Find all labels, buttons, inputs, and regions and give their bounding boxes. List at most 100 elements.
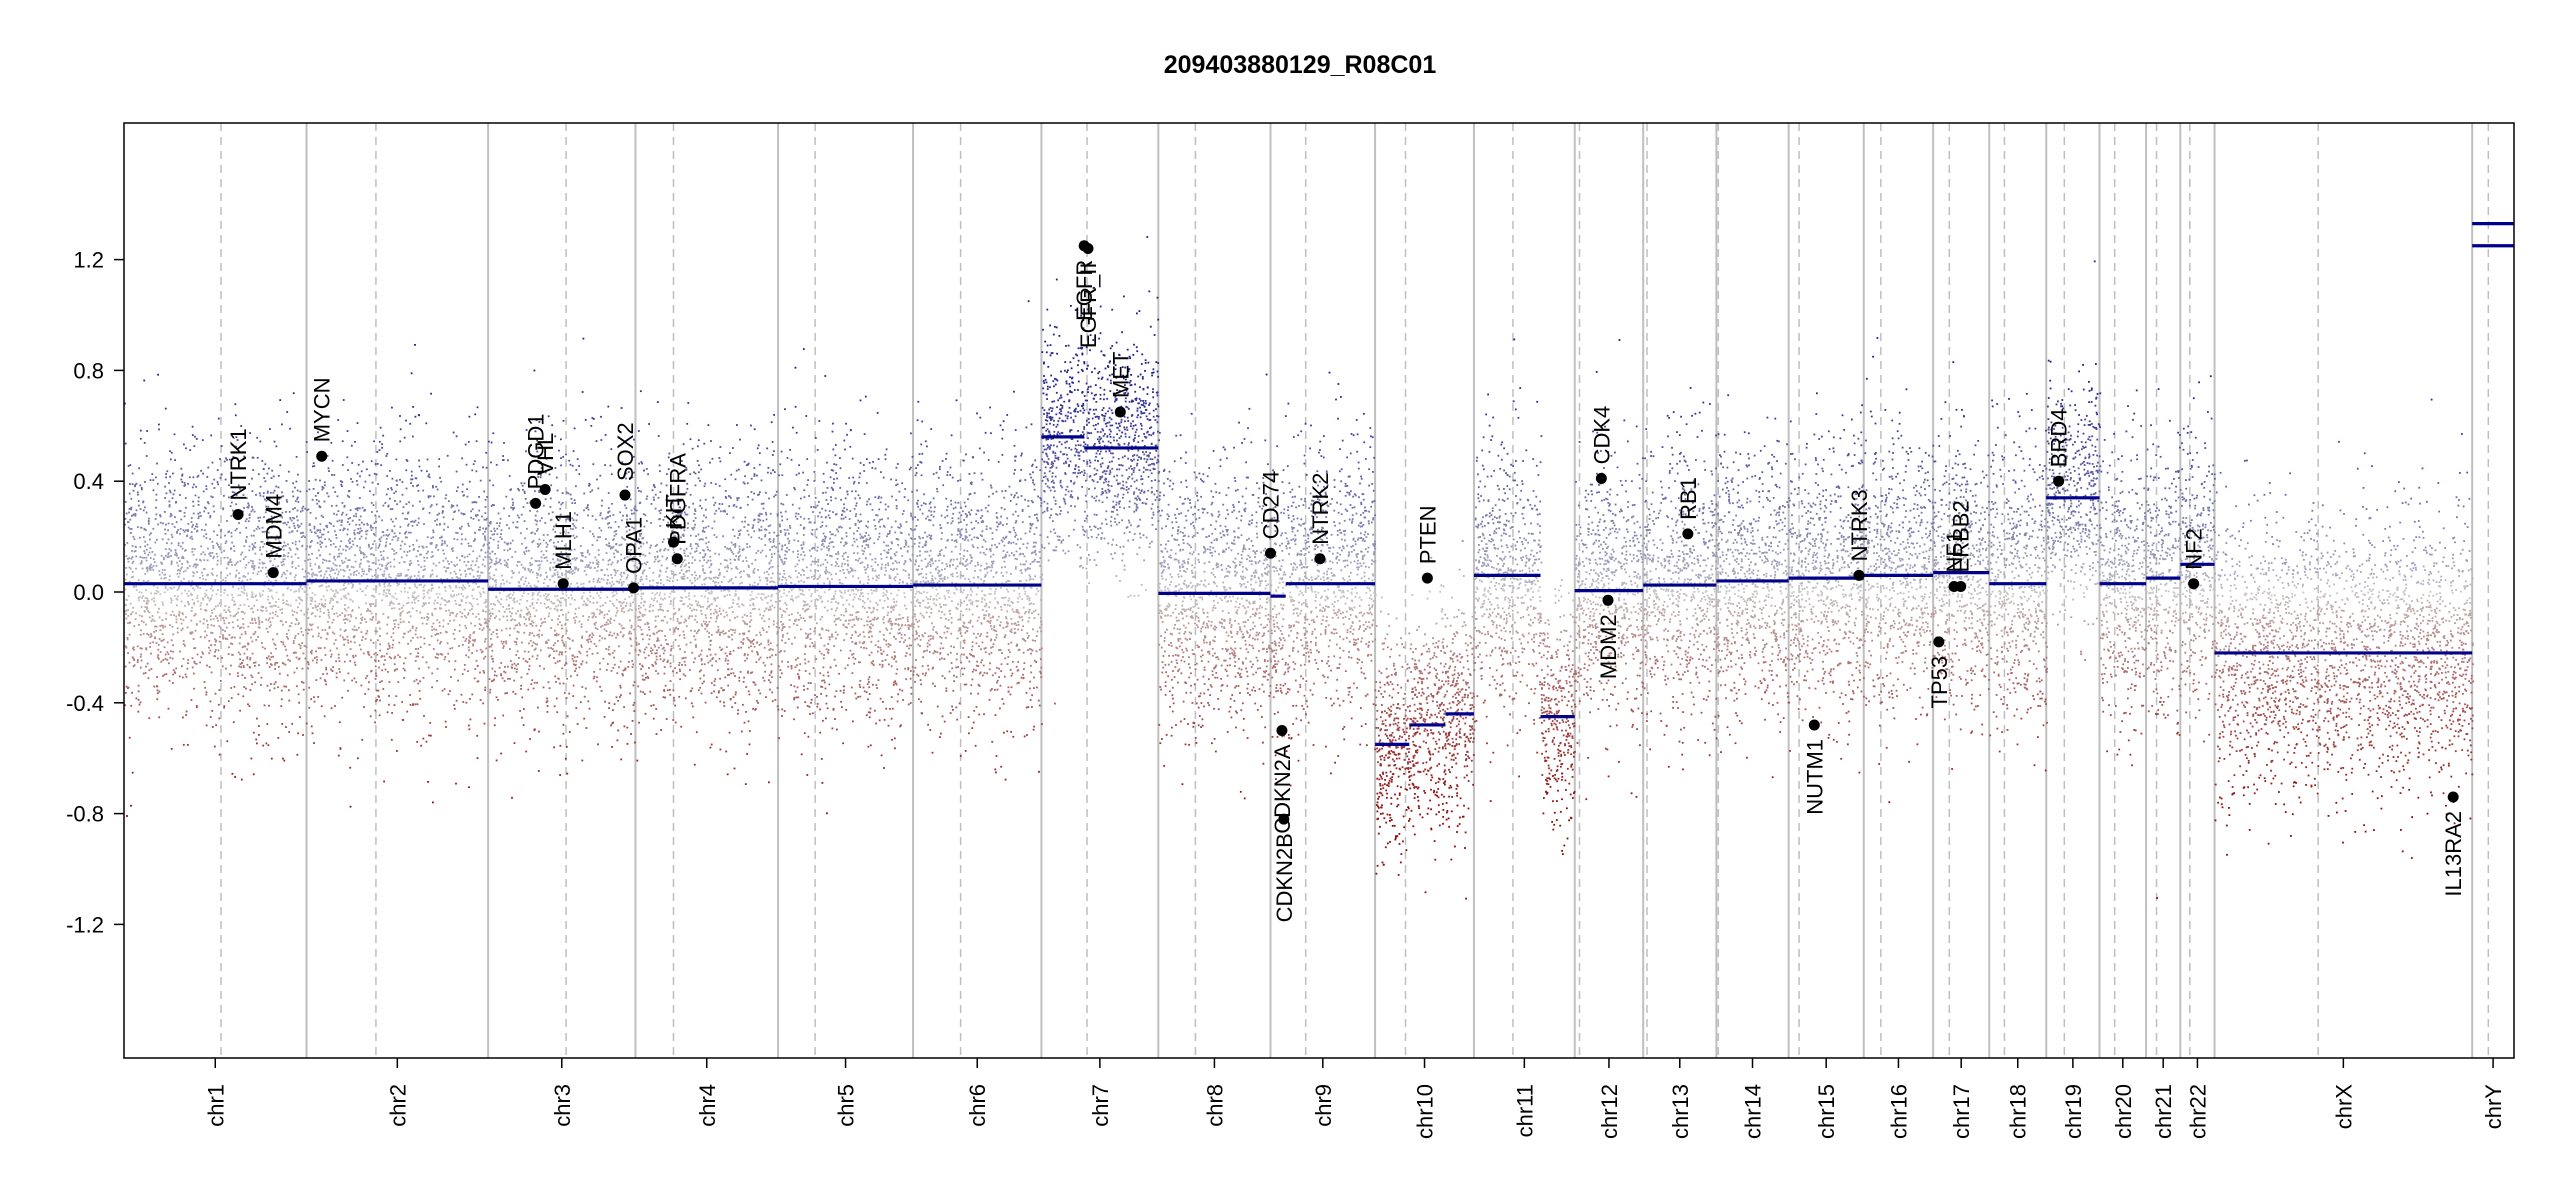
probe-point xyxy=(610,527,612,529)
probe-point xyxy=(129,622,131,624)
probe-point xyxy=(492,613,494,615)
probe-point xyxy=(566,697,568,699)
probe-point xyxy=(146,606,148,608)
probe-point xyxy=(492,631,494,633)
probe-point xyxy=(634,702,636,704)
probe-point xyxy=(294,576,296,578)
probe-point xyxy=(391,548,393,550)
probe-point xyxy=(489,573,491,575)
probe-point xyxy=(487,551,489,553)
probe-point xyxy=(154,626,156,628)
probe-point xyxy=(609,511,611,513)
probe-point xyxy=(133,665,135,667)
probe-point xyxy=(423,523,425,525)
probe-point xyxy=(455,573,457,575)
probe-point xyxy=(534,490,536,492)
probe-point xyxy=(160,629,162,631)
probe-point xyxy=(589,634,591,636)
probe-point xyxy=(400,548,402,550)
probe-point xyxy=(148,669,150,671)
probe-point xyxy=(485,528,487,530)
probe-point xyxy=(411,562,413,564)
probe-point xyxy=(234,776,236,778)
probe-point xyxy=(159,691,161,693)
probe-point xyxy=(533,642,535,644)
probe-point xyxy=(610,448,612,450)
probe-point xyxy=(581,554,583,556)
probe-point xyxy=(588,509,590,511)
probe-point xyxy=(176,532,178,534)
probe-point xyxy=(149,646,151,648)
probe-point xyxy=(449,620,451,622)
probe-point xyxy=(503,508,505,510)
probe-point xyxy=(567,715,569,717)
probe-point xyxy=(260,609,262,611)
probe-point xyxy=(344,561,346,563)
probe-point xyxy=(635,575,637,577)
probe-point xyxy=(400,573,402,575)
probe-point xyxy=(546,546,548,548)
probe-point xyxy=(342,637,344,639)
probe-point xyxy=(159,617,161,619)
probe-point xyxy=(523,506,525,508)
probe-point xyxy=(396,480,398,482)
probe-point xyxy=(203,535,205,537)
probe-point xyxy=(608,492,610,494)
probe-point xyxy=(364,618,366,620)
probe-point xyxy=(377,622,379,624)
probe-point xyxy=(222,508,224,510)
probe-point xyxy=(252,653,254,655)
probe-point xyxy=(149,617,151,619)
probe-point xyxy=(223,592,225,594)
probe-point xyxy=(366,556,368,558)
probe-point xyxy=(436,575,438,577)
probe-point xyxy=(388,574,390,576)
probe-point xyxy=(479,672,481,674)
probe-point xyxy=(452,518,454,520)
probe-point xyxy=(558,654,560,656)
probe-point xyxy=(468,656,470,658)
probe-point xyxy=(533,607,535,609)
probe-point xyxy=(529,738,531,740)
probe-point xyxy=(506,616,508,618)
probe-point xyxy=(164,486,166,488)
probe-point xyxy=(217,560,219,562)
probe-point xyxy=(325,667,327,669)
probe-point xyxy=(562,614,564,616)
probe-point xyxy=(626,486,628,488)
probe-point xyxy=(449,690,451,692)
probe-point xyxy=(305,571,307,573)
probe-point xyxy=(543,540,545,542)
probe-point xyxy=(393,492,395,494)
probe-point xyxy=(145,672,147,674)
probe-point xyxy=(311,583,313,585)
probe-point xyxy=(399,415,401,417)
probe-point xyxy=(342,502,344,504)
probe-point xyxy=(623,706,625,708)
probe-point xyxy=(597,652,599,654)
probe-point xyxy=(307,559,309,561)
probe-point xyxy=(608,507,610,509)
probe-point xyxy=(340,540,342,542)
probe-point xyxy=(568,493,570,495)
probe-point xyxy=(366,533,368,535)
probe-point xyxy=(598,595,600,597)
probe-point xyxy=(315,679,317,681)
probe-point xyxy=(360,528,362,530)
probe-point xyxy=(533,540,535,542)
probe-point xyxy=(270,621,272,623)
probe-point xyxy=(251,511,253,513)
probe-point xyxy=(577,458,579,460)
probe-point xyxy=(133,490,135,492)
probe-point xyxy=(478,680,480,682)
probe-point xyxy=(140,667,142,669)
probe-point xyxy=(471,652,473,654)
probe-point xyxy=(293,642,295,644)
probe-point xyxy=(319,554,321,556)
probe-point xyxy=(191,610,193,612)
probe-point xyxy=(374,574,376,576)
probe-point xyxy=(554,675,556,677)
probe-point xyxy=(147,580,149,582)
probe-point xyxy=(559,508,561,510)
probe-point xyxy=(546,557,548,559)
